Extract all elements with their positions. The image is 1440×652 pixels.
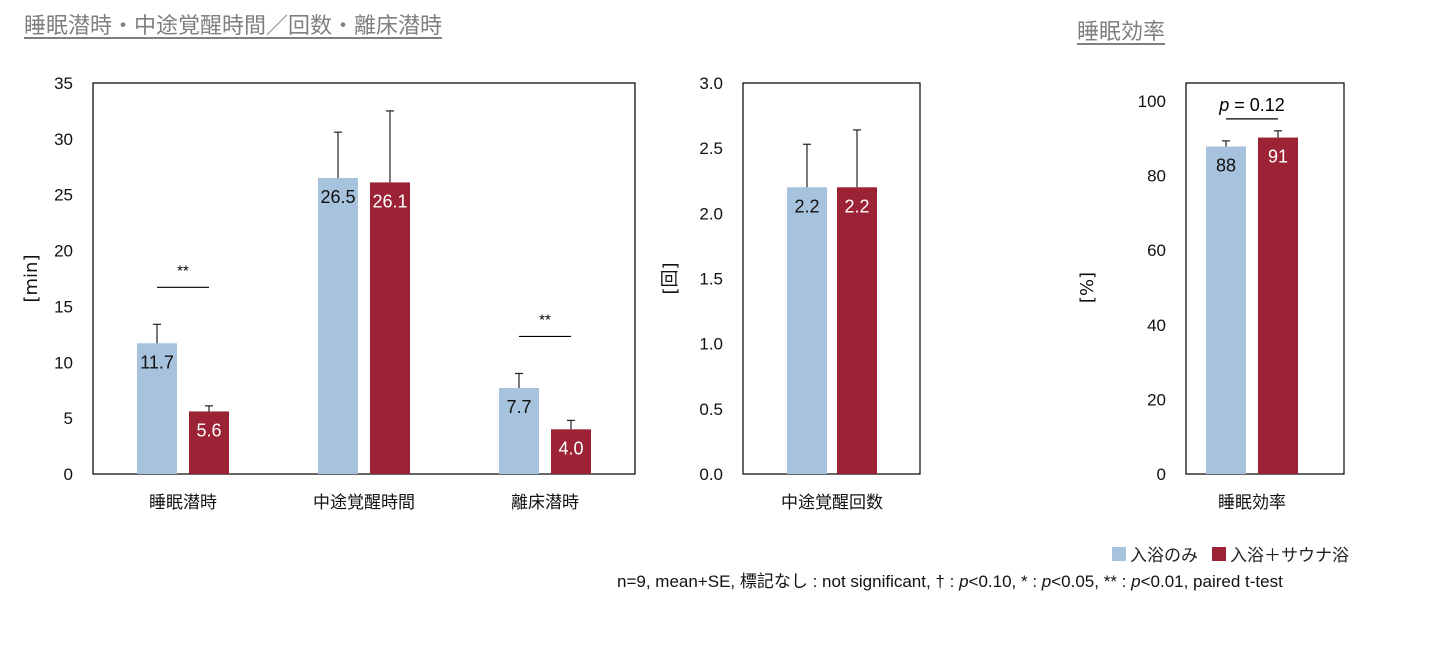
chart-1-ytick-label: 3.0 <box>699 74 723 93</box>
chart-1-frame <box>742 82 921 475</box>
chart-0-significance-mark: ** <box>177 262 189 279</box>
footnote-t3: <0.01, paired t-test <box>1140 572 1283 591</box>
legend-swatch-bath-sauna <box>1212 546 1226 561</box>
chart-2-ytick-label: 40 <box>1147 316 1166 335</box>
chart-0-value-label: 26.5 <box>320 187 355 207</box>
chart-0-ytick-label: 0 <box>64 465 73 484</box>
legend-label-bath-sauna: 入浴＋サウナ浴 <box>1230 546 1349 566</box>
chart-1-bar-bath-sauna <box>837 187 877 474</box>
chart-0-ytick-label: 15 <box>54 297 73 316</box>
legend: 入浴のみ 入浴＋サウナ浴 <box>1112 541 1363 566</box>
chart-0-value-label: 7.7 <box>506 397 531 417</box>
chart-1-ytick-label: 2.0 <box>699 204 723 223</box>
chart-2-ytick-label: 100 <box>1138 92 1166 111</box>
chart-0-ytick-label: 30 <box>54 130 73 149</box>
chart-2-ytick-label: 80 <box>1147 167 1166 186</box>
chart-1-bar-bath-only <box>787 187 827 474</box>
chart-1-category-label: 中途覚醒回数 <box>781 493 883 513</box>
chart-0-category-label: 中途覚醒時間 <box>313 493 415 513</box>
chart-0-value-label: 11.7 <box>140 352 174 372</box>
legend-item-bath-sauna: 入浴＋サウナ浴 <box>1212 541 1349 566</box>
footnote-t2: <0.05, ** : <box>1051 572 1132 591</box>
chart-2-ytick-label: 0 <box>1157 465 1166 484</box>
chart-0-significance-mark: ** <box>539 311 551 328</box>
page-title-right: 睡眠効率 <box>1077 20 1166 45</box>
legend-swatch-bath-only <box>1112 546 1126 561</box>
chart-0-ytick-label: 35 <box>54 74 73 93</box>
chart-1-value-label: 2.2 <box>794 196 819 216</box>
footnote-p3: p <box>1131 572 1141 591</box>
chart-1-ylabel: [回] <box>660 262 681 294</box>
chart-2-ytick-label: 60 <box>1147 241 1166 260</box>
chart-0-bar-bath-only <box>499 387 539 474</box>
chart-1-value-label: 2.2 <box>844 196 869 216</box>
footnote-t1: <0.10, * : <box>968 572 1042 591</box>
chart-2-p-annotation: p = 0.12 <box>1218 95 1285 115</box>
chart-0-ytick-label: 25 <box>54 186 73 205</box>
chart-2-value-label: 91 <box>1268 147 1288 167</box>
chart-2-bar-bath-only <box>1206 146 1246 475</box>
footnote-p1: p <box>959 572 969 591</box>
chart-0-frame <box>92 82 636 475</box>
chart-2-value-label: 88 <box>1216 156 1236 176</box>
footnote-p2: p <box>1041 572 1052 591</box>
footnote: n=9, mean+SE, 標記なし : not significant, † … <box>617 567 1283 592</box>
chart-0-ytick-label: 10 <box>54 353 73 372</box>
chart-0-bar-bath-sauna <box>551 429 591 474</box>
legend-item-bath-only: 入浴のみ <box>1112 541 1198 566</box>
chart-0-bar-bath-sauna <box>370 182 410 474</box>
chart-1-ytick-label: 1.5 <box>699 270 723 289</box>
page-title-left: 睡眠潜時・中途覚醒時間／回数・離床潜時 <box>24 14 443 39</box>
chart-0-value-label: 5.6 <box>196 420 221 440</box>
chart-0-ylabel: [min] <box>21 255 42 303</box>
chart-0-category-label: 離床潜時 <box>511 493 579 513</box>
chart-2-ytick-label: 20 <box>1147 390 1166 409</box>
chart-0-value-label: 4.0 <box>558 438 583 458</box>
chart-0-ytick-label: 20 <box>54 242 73 261</box>
chart-0-category-label: 睡眠潜時 <box>149 493 217 513</box>
chart-0-ytick-label: 5 <box>64 409 73 428</box>
chart-1-ytick-label: 1.0 <box>699 335 723 354</box>
legend-label-bath-only: 入浴のみ <box>1130 546 1198 566</box>
chart-1-ytick-label: 0.5 <box>699 400 723 419</box>
chart-2-bar-bath-sauna <box>1258 137 1298 474</box>
chart-0-bar-bath-only <box>137 343 177 474</box>
chart-2-ylabel: [%] <box>1077 272 1098 303</box>
chart-0-bar-bath-only <box>318 177 358 474</box>
chart-0-bar-bath-sauna <box>189 411 229 474</box>
chart-0-value-label: 26.1 <box>372 191 407 211</box>
chart-1-ytick-label: 2.5 <box>699 139 723 158</box>
chart-1-ytick-label: 0.0 <box>699 465 723 484</box>
footnote-prefix: n=9, mean+SE, 標記なし : not significant, † … <box>617 572 960 591</box>
chart-2-category-label: 睡眠効率 <box>1218 493 1286 513</box>
